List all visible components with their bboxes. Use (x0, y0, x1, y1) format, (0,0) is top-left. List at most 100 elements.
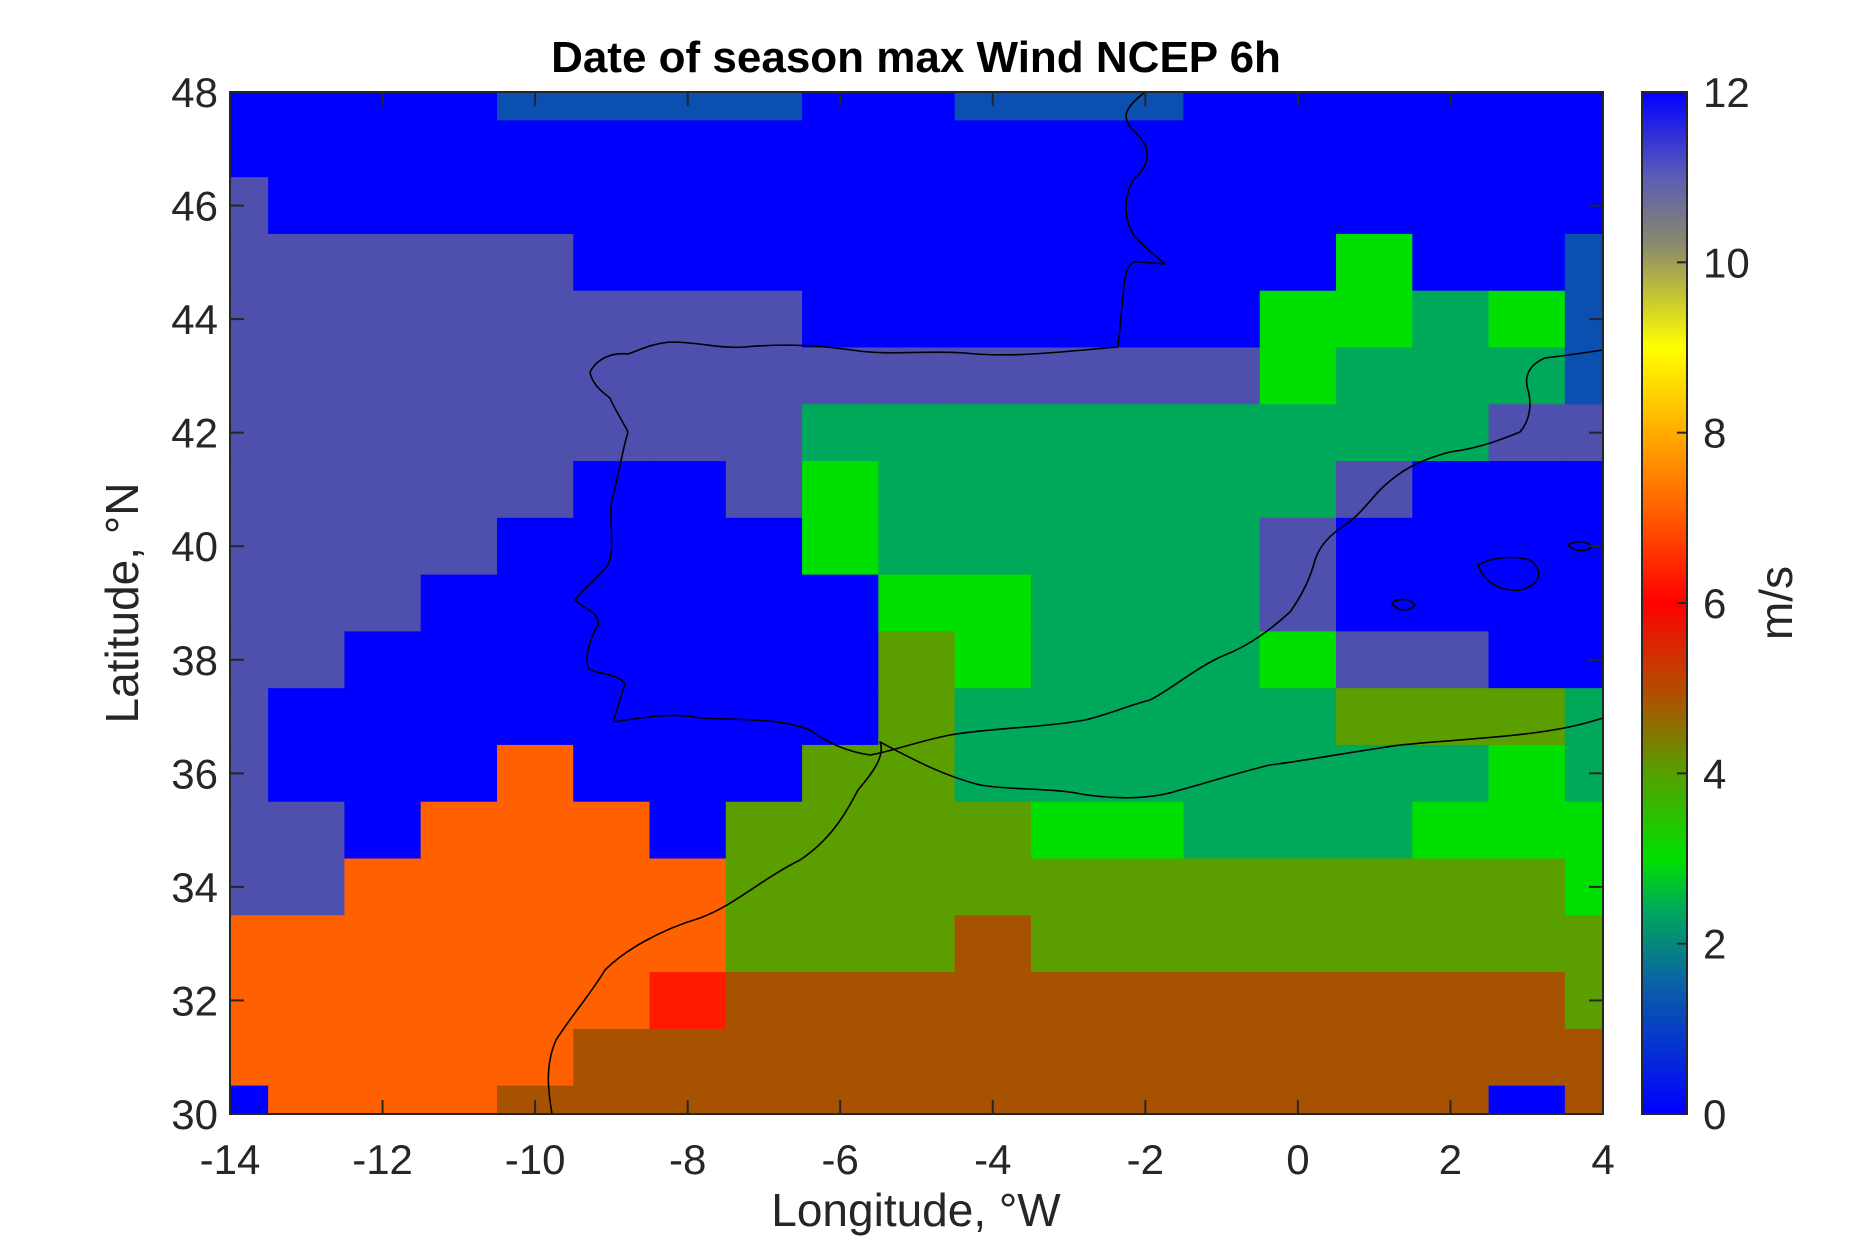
heatmap-cell (649, 858, 727, 916)
heatmap-cell (230, 574, 269, 632)
balearic-ibiza (1391, 598, 1416, 611)
y-tick-label: 30 (171, 1091, 218, 1138)
heatmap-cell (420, 177, 498, 235)
heatmap-cell (1259, 517, 1337, 576)
heatmap-cell (268, 688, 346, 746)
heatmap-cell (725, 801, 803, 860)
heatmap-cell (954, 347, 1032, 405)
heatmap-cell (649, 347, 727, 405)
heatmap-cell (496, 1028, 574, 1087)
heatmap-cell (420, 92, 498, 121)
heatmap-cell (1336, 688, 1413, 746)
heatmap-cell (878, 120, 956, 178)
heatmap-cell (420, 1028, 498, 1087)
heatmap-cell (1259, 1028, 1337, 1087)
heatmap-cell (878, 517, 956, 576)
heatmap-cell (1488, 574, 1566, 632)
heatmap-cell (1488, 233, 1566, 292)
heatmap-cell (649, 915, 727, 973)
heatmap-cell (1259, 404, 1337, 462)
heatmap-cell (1259, 972, 1337, 1030)
x-tick-label: -4 (974, 1136, 1011, 1183)
heatmap-cell (725, 517, 803, 576)
heatmap-cell (1336, 461, 1413, 519)
heatmap-cell (878, 404, 956, 462)
coastline-north-africa (547, 717, 1603, 1114)
heatmap-cell (344, 461, 422, 519)
heatmap-cell (420, 233, 498, 292)
heatmap-cell (1336, 801, 1413, 860)
colorbar-tick-label: 4 (1703, 750, 1726, 797)
heatmap-cell (1183, 92, 1261, 121)
heatmap-cell (1488, 92, 1566, 121)
heatmap-cell (649, 461, 727, 519)
heatmap-cell (573, 92, 651, 121)
x-tick-label: 4 (1591, 1136, 1614, 1183)
heatmap-cell (1030, 233, 1108, 292)
x-tick-label: 0 (1286, 1136, 1309, 1183)
heatmap-cell (1336, 915, 1413, 973)
heatmap-cell (1412, 120, 1490, 178)
heatmap-cell (496, 915, 574, 973)
heatmap-cell (1030, 517, 1108, 576)
heatmap-cell (268, 120, 346, 178)
heatmap-cell (496, 233, 574, 292)
heatmap-cell (496, 347, 574, 405)
heatmap-cell (802, 1028, 879, 1087)
heatmap-cell (1183, 290, 1261, 349)
heatmap-cell (1336, 631, 1413, 689)
heatmap-cell (1107, 972, 1185, 1030)
heatmap-cell (1107, 688, 1185, 746)
heatmap-cell (1030, 801, 1108, 860)
heatmap-cell (1564, 688, 1603, 746)
x-axis: -14 -12 -10 -8 -6 -4 -2 0 2 4 (200, 92, 1615, 1183)
heatmap-cell (1488, 744, 1566, 803)
heatmap-cell (878, 858, 956, 916)
heatmap-cell (649, 972, 727, 1030)
heatmap-cell (1259, 631, 1337, 689)
heatmap-cell (496, 120, 574, 178)
heatmap-cell (420, 744, 498, 803)
coastline-north-spain (589, 341, 1119, 433)
heatmap-cell (954, 574, 1032, 632)
heatmap-cell (1412, 1028, 1490, 1087)
heatmap-cell (420, 404, 498, 462)
heatmap-cell (649, 801, 727, 860)
heatmap-cell (573, 972, 651, 1030)
heatmap-cell (230, 801, 269, 860)
heatmap-cell (1259, 915, 1337, 973)
heatmap-cell (573, 801, 651, 860)
heatmap-cell (1488, 1085, 1566, 1114)
heatmap-cell (649, 233, 727, 292)
heatmap-cell (420, 858, 498, 916)
heatmap-cell (1183, 404, 1261, 462)
heatmap-cell (802, 461, 879, 519)
heatmap-cell (420, 461, 498, 519)
heatmap-cell (1030, 347, 1108, 405)
heatmap-cell (802, 744, 879, 803)
heatmap-cell (802, 120, 879, 178)
heatmap-cell (954, 972, 1032, 1030)
heatmap-cell (649, 574, 727, 632)
heatmap-cell (1412, 631, 1490, 689)
heatmap-cell (1107, 915, 1185, 973)
heatmap-cell (1564, 801, 1603, 860)
heatmap-cell (649, 177, 727, 235)
heatmap-cell (878, 915, 956, 973)
heatmap-cell (496, 801, 574, 860)
heatmap-cell (1030, 1085, 1108, 1114)
heatmap-cell (1488, 801, 1566, 860)
heatmap-cell (268, 290, 346, 349)
heatmap-cell (1259, 233, 1337, 292)
heatmap-cell (954, 120, 1032, 178)
heatmap-cell (1183, 858, 1261, 916)
heatmap-cell (268, 92, 346, 121)
heatmap-cell (1564, 915, 1603, 973)
heatmap-cell (1030, 631, 1108, 689)
heatmap-cell (725, 972, 803, 1030)
heatmap-cell (802, 972, 879, 1030)
heatmap-cell (802, 177, 879, 235)
heatmap-cell (1488, 972, 1566, 1030)
x-tick-label: -2 (1127, 1136, 1164, 1183)
